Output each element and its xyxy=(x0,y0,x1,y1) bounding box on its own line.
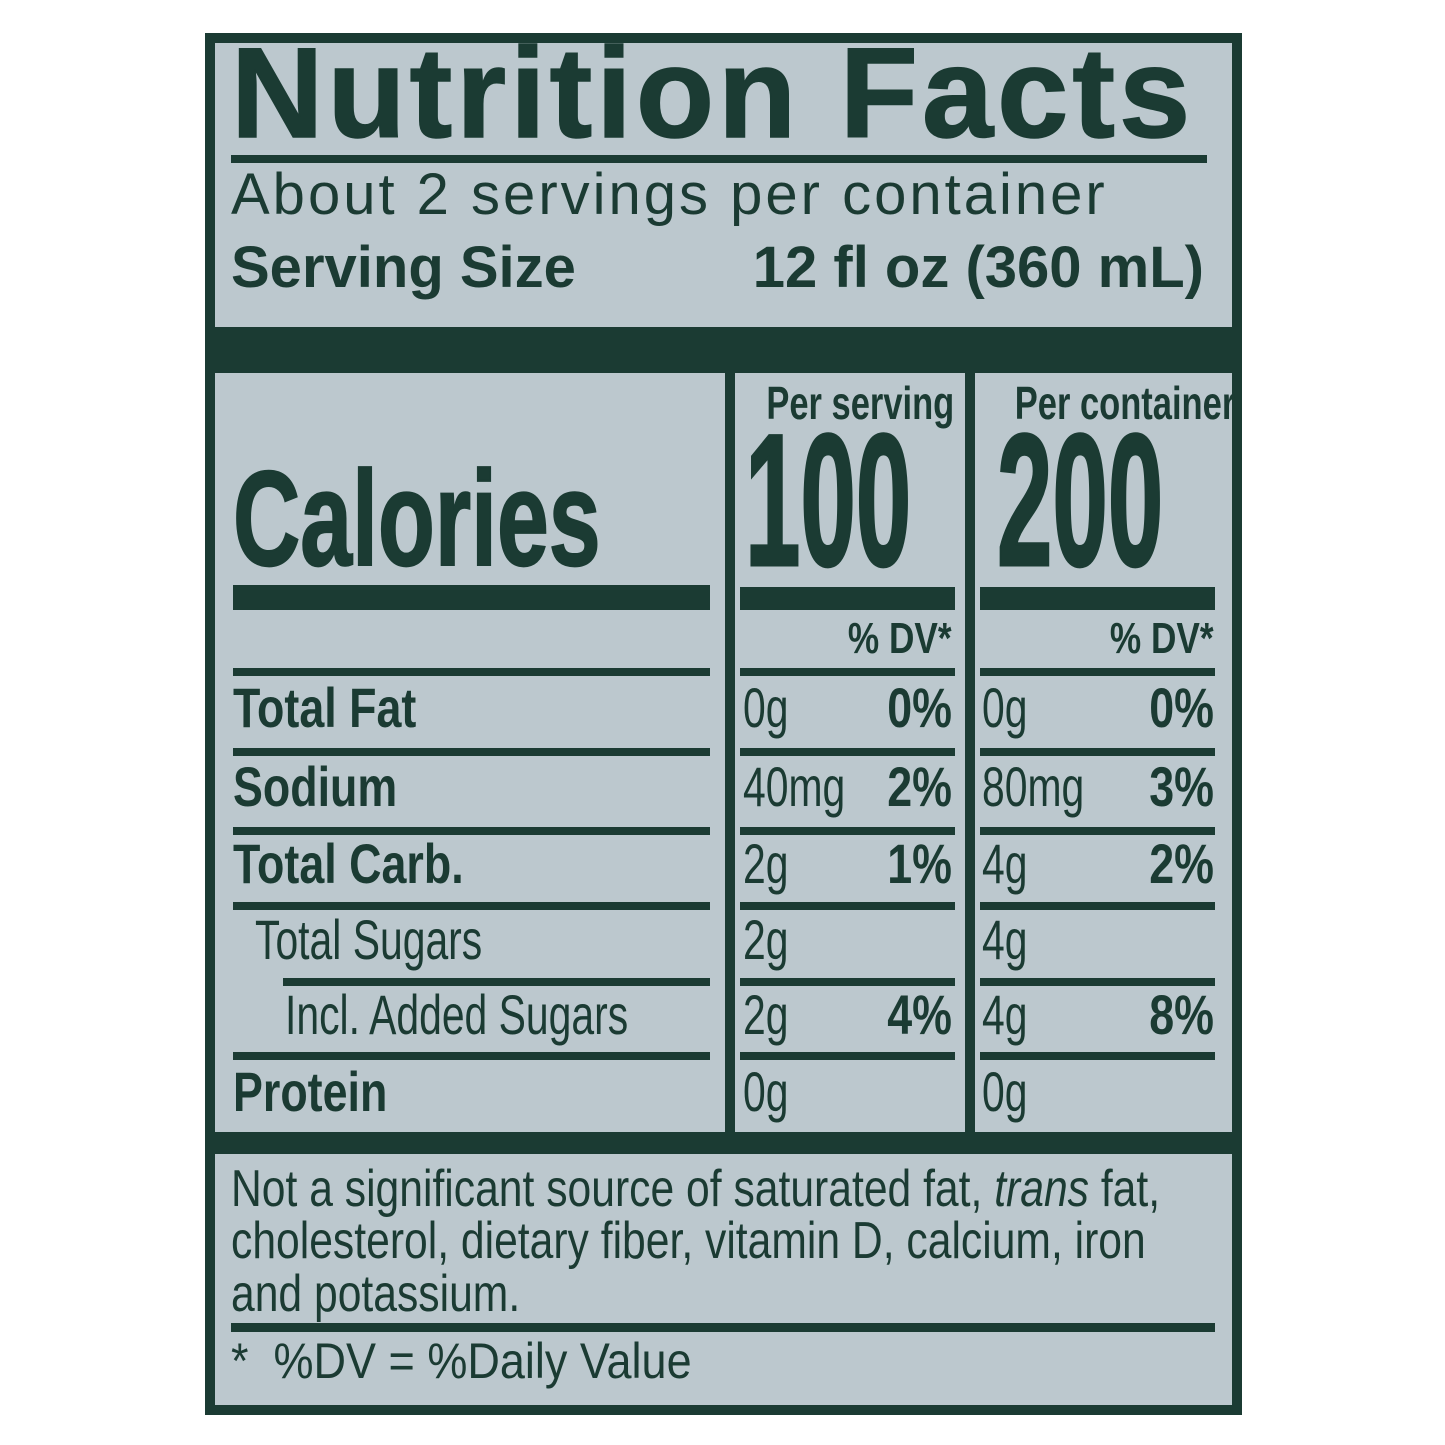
row-line xyxy=(740,902,955,910)
dv-header-serving: % DV* xyxy=(848,614,952,663)
row-line xyxy=(740,1052,955,1060)
row-line xyxy=(980,827,1215,835)
nutrient-row: Total Sugars xyxy=(255,912,566,968)
serving-size-value: 12 fl oz (360 mL) xyxy=(752,235,1204,300)
nutrient-name: Total Fat xyxy=(233,676,417,739)
nutrient-row: Incl. Added Sugars xyxy=(285,987,755,1043)
row-line xyxy=(233,748,710,756)
thick-separator-top xyxy=(215,327,1232,373)
row-line xyxy=(980,1052,1215,1060)
container-dv: 3% xyxy=(1149,755,1214,818)
calories-per-serving-wrap: 100 xyxy=(744,395,1059,605)
per-serving-header: Per serving xyxy=(766,377,955,429)
serving-amount: 0g xyxy=(743,1060,789,1123)
row-line xyxy=(740,748,955,756)
title-divider xyxy=(231,155,1207,163)
row-line xyxy=(740,668,955,676)
nutrient-row: Total Carb. xyxy=(233,836,521,892)
nutrient-name: Protein xyxy=(233,1060,388,1123)
row-line xyxy=(980,902,1215,910)
footnote-line-2: cholesterol, dietary fiber, vitamin D, c… xyxy=(231,1212,1146,1270)
calories-serving-underline xyxy=(740,587,955,610)
row-line xyxy=(980,978,1215,986)
nutrient-row: Total Fat xyxy=(233,680,462,736)
footnote-divider xyxy=(231,1323,1215,1332)
container-amount: 80mg xyxy=(982,755,1085,818)
nutrient-name: Total Sugars xyxy=(255,908,483,971)
container-amount: 4g xyxy=(982,832,1028,895)
dv-header-container: % DV* xyxy=(1110,614,1214,663)
serving-dv: 0% xyxy=(887,676,952,739)
nutrient-row: Sodium xyxy=(233,759,438,815)
calories-container-underline xyxy=(980,587,1215,610)
serving-dv: 2% xyxy=(887,755,952,818)
row-line xyxy=(233,668,710,676)
calories-underline xyxy=(233,585,710,610)
row-line-indented xyxy=(283,978,710,986)
thick-separator-bottom xyxy=(215,1132,1232,1154)
dv-header-container-wrap: % DV* xyxy=(1084,617,1214,661)
nutrient-name: Total Carb. xyxy=(233,832,464,895)
serving-dv: 1% xyxy=(887,832,952,895)
container-dv: 8% xyxy=(1149,983,1214,1046)
row-line xyxy=(980,668,1215,676)
serving-size-label: Serving Size xyxy=(231,235,576,300)
serving-amount: 2g xyxy=(743,983,789,1046)
per-container-header-wrap: Per container xyxy=(978,380,1236,426)
calories-per-container-wrap: 200 xyxy=(996,395,1311,605)
container-amount: 0g xyxy=(982,1060,1028,1123)
dv-definition: * %DV = %Daily Value xyxy=(231,1333,692,1389)
nutrient-name: Sodium xyxy=(233,755,398,818)
trans-italic: trans xyxy=(994,1160,1089,1218)
per-serving-header-wrap: Per serving xyxy=(735,380,960,426)
row-line xyxy=(233,1052,710,1060)
row-line xyxy=(740,978,955,986)
column-divider-serving xyxy=(725,373,735,1132)
container-dv: 0% xyxy=(1149,676,1214,739)
row-line xyxy=(233,902,710,910)
container-dv: 2% xyxy=(1149,832,1214,895)
serving-dv: 4% xyxy=(887,983,952,1046)
serving-amount: 0g xyxy=(743,676,789,739)
dv-header-serving-wrap: % DV* xyxy=(822,617,952,661)
label-title: Nutrition Facts xyxy=(230,22,1195,165)
nutrition-facts-label: Nutrition Facts About 2 servings per con… xyxy=(205,22,1242,1415)
calories-per-serving-value: 100 xyxy=(744,395,912,605)
calories-label-wrap: Calories xyxy=(232,443,766,594)
nutrient-name: Incl. Added Sugars xyxy=(285,983,629,1046)
container-amount: 4g xyxy=(982,983,1028,1046)
row-line xyxy=(740,827,955,835)
container-amount: 4g xyxy=(982,908,1028,971)
container-amount: 0g xyxy=(982,676,1028,739)
column-divider-container xyxy=(965,373,975,1132)
row-line xyxy=(233,827,710,835)
per-container-header: Per container xyxy=(1014,377,1236,429)
serving-amount: 40mg xyxy=(743,755,846,818)
serving-amount: 2g xyxy=(743,908,789,971)
footnote-line-1: Not a significant source of saturated fa… xyxy=(231,1160,1161,1218)
nutrient-row: Protein xyxy=(233,1064,426,1120)
servings-per-container: About 2 servings per container xyxy=(231,162,1108,227)
calories-label: Calories xyxy=(232,443,601,594)
footnote-line-3: and potassium. xyxy=(231,1265,521,1323)
calories-per-container-value: 200 xyxy=(996,395,1164,605)
row-line xyxy=(980,748,1215,756)
serving-amount: 2g xyxy=(743,832,789,895)
